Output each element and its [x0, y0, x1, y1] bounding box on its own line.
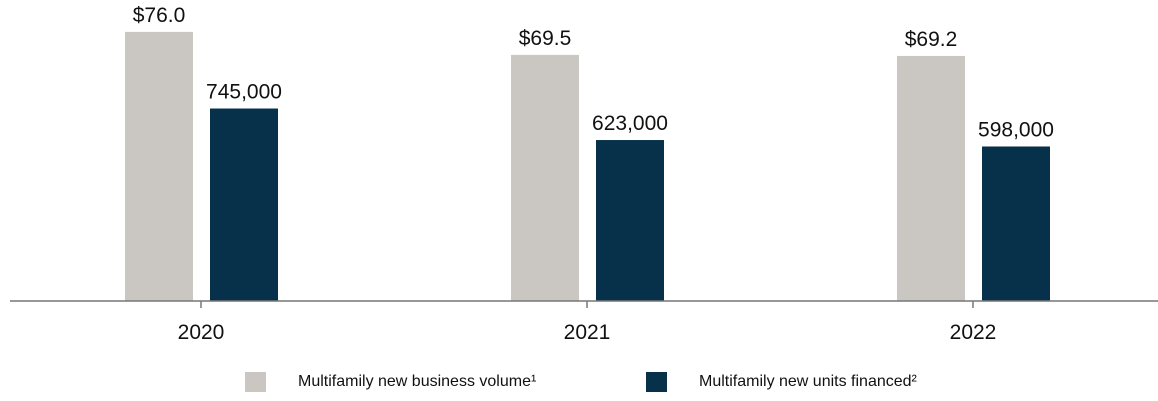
legend-label-units-financed: Multifamily new units financed²	[699, 373, 917, 390]
legend-item-units-financed: Multifamily new units financed²	[646, 370, 917, 394]
x-tick-label-2022: 2022	[950, 321, 997, 344]
legend-item-business-volume: Multifamily new business volume¹	[245, 370, 536, 394]
bar-multifamily-new-units-financed-2020	[210, 108, 278, 302]
data-label-multifamily-new-business-volume-2021: $69.5	[519, 27, 572, 50]
x-tick-label-2021: 2021	[564, 321, 611, 344]
data-label-multifamily-new-units-financed-2021: 623,000	[592, 112, 668, 135]
legend: Multifamily new business volume¹ Multifa…	[0, 370, 1158, 400]
bar-multifamily-new-business-volume-2021	[511, 54, 579, 301]
x-axis-ticks: 2020 2021 2022	[178, 301, 997, 344]
legend-label-business-volume: Multifamily new business volume¹	[298, 373, 537, 390]
data-labels-layer: $76.0 $69.5 $69.2 745,000 623,000 598,000	[133, 4, 1054, 142]
data-label-multifamily-new-business-volume-2022: $69.2	[905, 28, 958, 51]
bars-layer	[125, 31, 1050, 302]
data-label-multifamily-new-units-financed-2022: 598,000	[978, 118, 1054, 141]
data-label-multifamily-new-units-financed-2020: 745,000	[206, 81, 282, 104]
legend-swatch-units-financed	[646, 372, 667, 392]
bar-chart: $76.0 $69.5 $69.2 745,000 623,000 598,000 202…	[10, 4, 1158, 344]
bar-multifamily-new-units-financed-2021	[596, 140, 664, 301]
data-label-multifamily-new-business-volume-2020: $76.0	[133, 4, 186, 27]
bar-multifamily-new-business-volume-2020	[125, 31, 193, 302]
bar-multifamily-new-units-financed-2022	[982, 146, 1050, 301]
legend-swatch-business-volume	[245, 372, 266, 392]
bar-multifamily-new-business-volume-2022	[897, 55, 965, 301]
x-tick-label-2020: 2020	[178, 321, 225, 344]
